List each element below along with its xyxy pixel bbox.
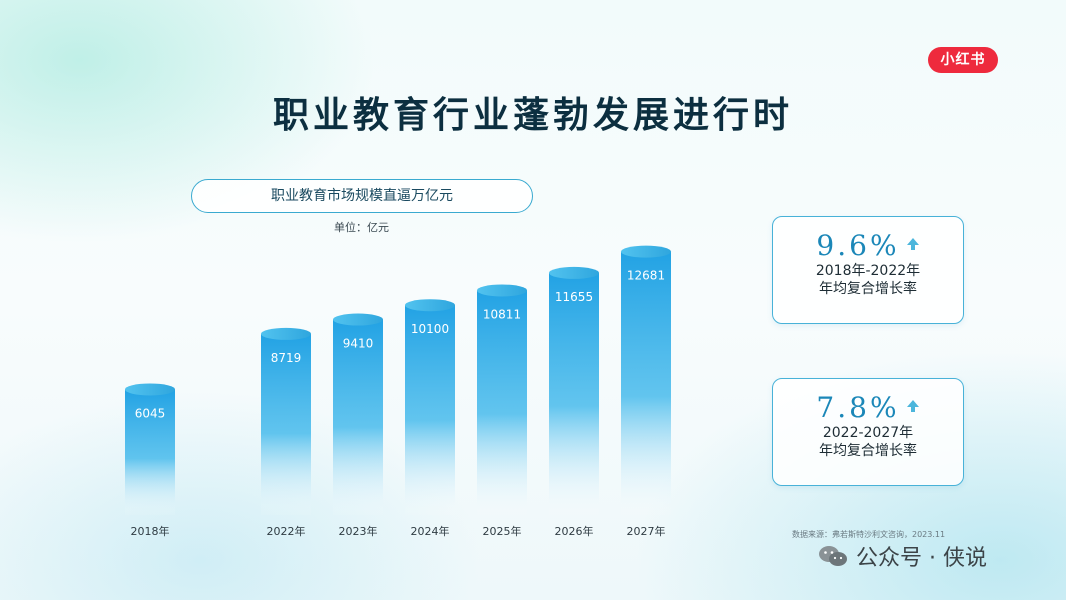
chart-subtitle: 职业教育市场规模直逼万亿元	[191, 179, 533, 213]
bar-body	[333, 319, 383, 515]
page-title: 职业教育行业蓬勃发展进行时	[272, 95, 793, 136]
bar-body	[621, 251, 671, 516]
bar-body	[477, 290, 527, 515]
bar-value-label: 10100	[411, 322, 449, 336]
bar-value-label: 10811	[483, 307, 521, 321]
cagr-caption: 年均复合增长率	[819, 281, 917, 297]
watermark-text: 公众号 · 侠说	[856, 546, 987, 571]
category-label: 2027年	[627, 524, 666, 538]
cagr-card-2022-2027: 7.8% 2022-2027年 年均复合增长率	[772, 378, 964, 486]
category-label: 2026年	[555, 524, 594, 538]
arrow-up-icon	[906, 238, 919, 250]
bar-4: 10811 2025年	[477, 284, 527, 538]
category-label: 2024年	[411, 524, 450, 538]
bar-value-label: 9410	[343, 337, 374, 351]
bar-0: 6045 2018年	[125, 383, 175, 538]
bar-body	[549, 272, 599, 515]
watermark: 公众号 · 侠说	[818, 540, 987, 572]
bar-1: 8719 2022年	[261, 327, 311, 538]
bar-cap	[333, 313, 383, 326]
bar-value-label: 8719	[271, 351, 302, 365]
unit-label: 单位：亿元	[334, 221, 389, 234]
bar-body	[125, 389, 175, 515]
bar-cap	[621, 245, 671, 258]
bar-value-label: 6045	[135, 406, 166, 420]
cagr-period: 2022-2027年	[822, 425, 914, 441]
arrow-up-icon	[906, 400, 919, 412]
bar-value-label: 11655	[555, 290, 593, 304]
category-label: 2018年	[131, 524, 170, 538]
cagr-period: 2018年-2022年	[815, 263, 921, 279]
bar-value-label: 12681	[627, 269, 665, 283]
cagr-caption: 年均复合增长率	[819, 443, 917, 459]
bar-cap	[405, 299, 455, 312]
wechat-icon	[819, 546, 847, 566]
bar-5: 11655 2026年	[549, 266, 599, 538]
bar-6: 12681 2027年	[621, 245, 671, 538]
cagr-card-2018-2022: 9.6% 2018年-2022年 年均复合增长率	[772, 216, 964, 324]
cagr-value: 7.8%	[773, 391, 963, 424]
bar-body	[405, 305, 455, 515]
data-source: 数据来源：弗若斯特沙利文咨询，2023.11	[792, 530, 946, 539]
cagr-value-text: 7.8%	[816, 391, 900, 424]
bar-cap	[477, 284, 527, 297]
bar-cap	[261, 327, 311, 340]
xiaohongshu-logo: 小红书	[928, 47, 998, 73]
bar-chart: 6045 2018年 8719 2022年 9410 2023年 10100 2024年 108…	[125, 245, 671, 538]
cagr-value: 9.6%	[773, 229, 963, 262]
bar-cap	[549, 266, 599, 279]
bar-body	[261, 333, 311, 515]
category-label: 2025年	[483, 524, 522, 538]
bar-3: 10100 2024年	[405, 299, 455, 538]
cagr-value-text: 9.6%	[816, 229, 900, 262]
bar-2: 9410 2023年	[333, 313, 383, 538]
category-label: 2023年	[339, 524, 378, 538]
bar-cap	[125, 383, 175, 396]
category-label: 2022年	[267, 524, 306, 538]
